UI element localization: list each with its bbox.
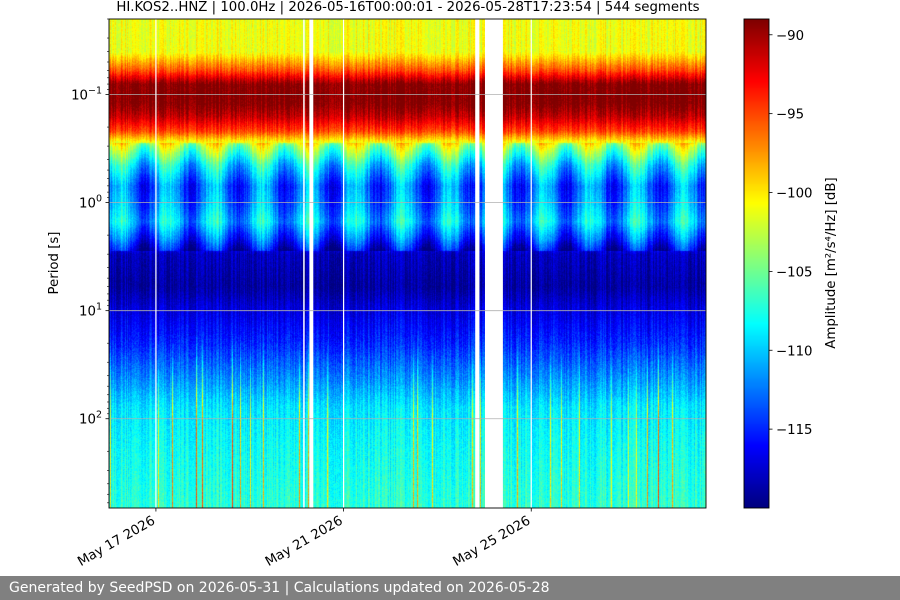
colorbar-tick-label: −115 bbox=[776, 423, 813, 438]
data-gap bbox=[303, 19, 305, 508]
footer-bar: Generated by SeedPSD on 2026-05-31 | Cal… bbox=[0, 576, 900, 600]
x-tick-label: May 21 2026 bbox=[263, 513, 346, 569]
footer-text: Generated by SeedPSD on 2026-05-31 | Cal… bbox=[9, 580, 550, 596]
y-axis-label: Period [s] bbox=[47, 232, 62, 295]
spectrogram-chart: HI.KOS2..HNZ | 100.0Hz | 2026-05-16T00:0… bbox=[47, 0, 839, 570]
x-axis: May 17 2026 May 21 2026 May 25 2026 bbox=[75, 508, 533, 570]
y-tick-label: 101 bbox=[79, 302, 102, 320]
data-gap bbox=[484, 19, 503, 508]
colorbar-tick-label: −105 bbox=[776, 265, 813, 280]
y-tick-label: 100 bbox=[79, 194, 102, 212]
colorbar-gradient bbox=[744, 19, 769, 508]
chart-title: HI.KOS2..HNZ | 100.0Hz | 2026-05-16T00:0… bbox=[116, 0, 699, 15]
grid-lines bbox=[109, 19, 706, 508]
heatmap-plot-area bbox=[108, 18, 707, 509]
colorbar-ticks: −90 −95 −100 −105 −110 −115 bbox=[769, 29, 813, 438]
colorbar-tick-label: −110 bbox=[776, 344, 813, 359]
colorbar: −90 −95 −100 −105 −110 −115 Amplitude [m²/s⁴/… bbox=[743, 18, 839, 509]
colorbar-frame bbox=[743, 18, 770, 509]
heatmap-image bbox=[109, 19, 706, 508]
colorbar-tick-label: −100 bbox=[776, 187, 813, 202]
plot-frame bbox=[108, 18, 707, 509]
colorbar-label: Amplitude [m²/s⁴/Hz] [dB] bbox=[824, 177, 839, 348]
data-gaps bbox=[303, 19, 503, 508]
x-tick-label: May 17 2026 bbox=[75, 513, 158, 569]
y-tick-label: 10−1 bbox=[71, 86, 102, 104]
data-gap bbox=[475, 19, 480, 508]
colorbar-tick-label: −90 bbox=[776, 29, 804, 44]
y-axis: 10−1 100 101 102 bbox=[71, 18, 109, 504]
colorbar-tick-label: −95 bbox=[776, 108, 804, 123]
y-tick-label: 102 bbox=[79, 410, 102, 428]
data-gap bbox=[309, 19, 314, 508]
x-tick-label: May 25 2026 bbox=[451, 513, 534, 569]
